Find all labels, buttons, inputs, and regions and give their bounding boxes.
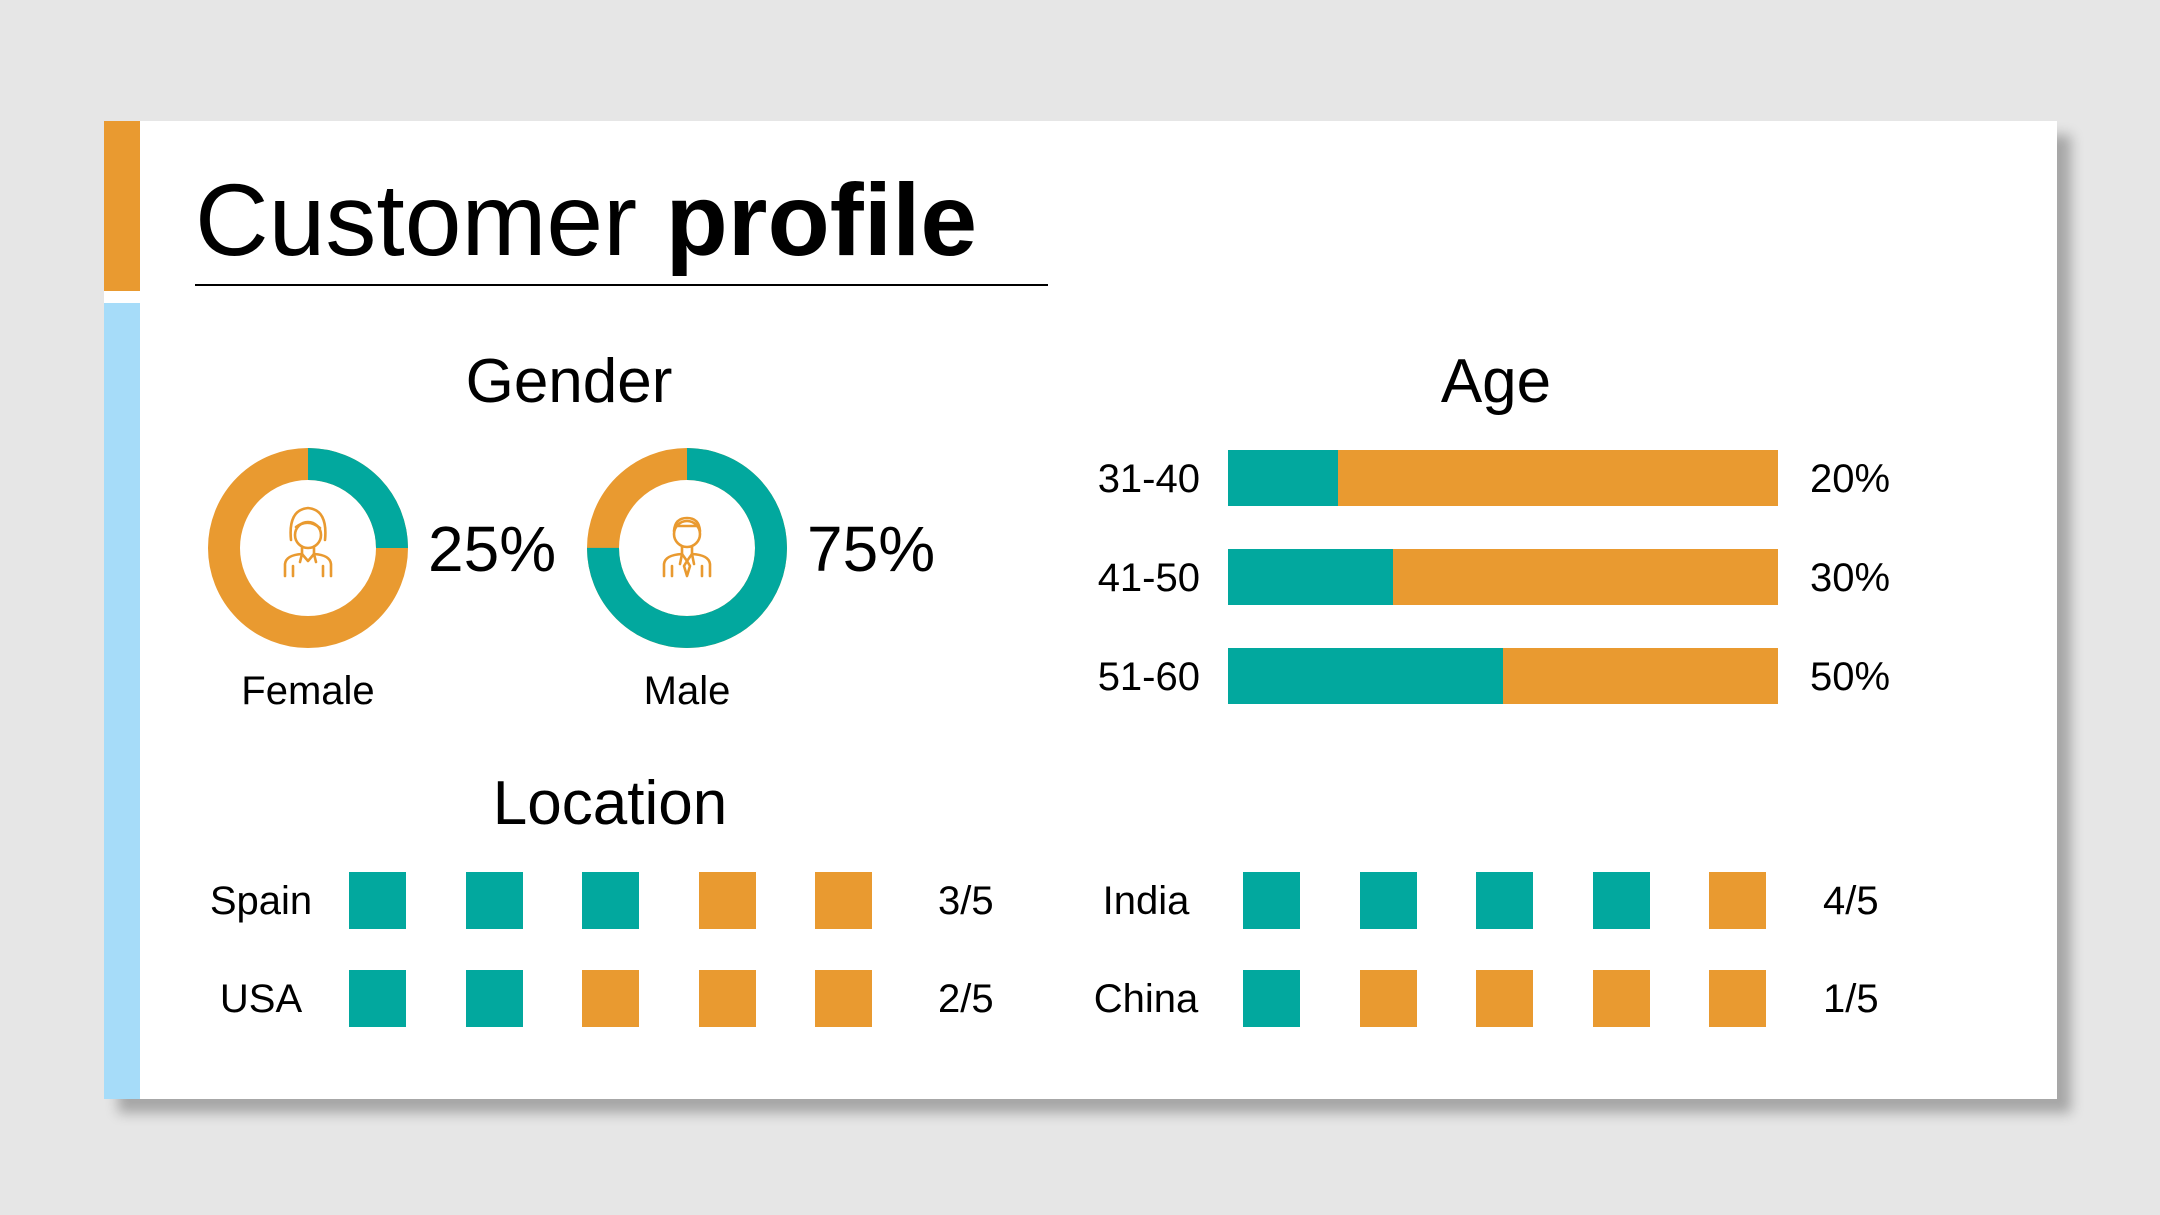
location-fraction-china: 1/5 (1823, 977, 1879, 1021)
location-square-china-1 (1243, 970, 1300, 1027)
age-bar-51-60 (1228, 648, 1778, 704)
female-donut (208, 448, 408, 648)
age-bar-31-40 (1228, 450, 1778, 506)
male-avatar-icon (662, 516, 712, 578)
location-squares-china (1243, 970, 1767, 1027)
age-label-41-50: 41-50 (1097, 556, 1200, 600)
age-label-31-40: 31-40 (1097, 457, 1200, 501)
location-label-china: China (1093, 977, 1199, 1021)
location-square-usa-3 (582, 970, 639, 1027)
location-squares-india (1243, 872, 1767, 929)
age-bar-31-40-share (1228, 450, 1338, 506)
location-square-india-4 (1592, 872, 1650, 929)
location-square-china-3 (1476, 970, 1533, 1027)
location-square-spain-1 (349, 872, 406, 929)
age-bar-41-50 (1228, 549, 1778, 605)
location-square-usa-2 (465, 970, 523, 1027)
title-underline (195, 284, 1048, 286)
location-square-china-4 (1592, 970, 1650, 1027)
location-squares-usa (349, 970, 873, 1027)
age-label-51-60: 51-60 (1097, 655, 1200, 699)
location-label-india: India (1102, 879, 1190, 923)
location-square-china-5 (1709, 970, 1766, 1027)
female-label: Female (241, 669, 375, 713)
location-label-spain: Spain (209, 879, 313, 923)
female-donut-fill-arc (208, 448, 408, 648)
location-fraction-india: 4/5 (1823, 879, 1879, 923)
female-percent: 25% (428, 513, 557, 585)
location-square-india-2 (1359, 872, 1417, 929)
page-title-regular: Customer (195, 163, 666, 277)
male-donut (587, 448, 787, 648)
age-bar-51-60-remainder (1503, 648, 1778, 704)
age-bar-31-40-remainder (1338, 450, 1778, 506)
location-label-usa: USA (219, 977, 303, 1021)
age-percent-41-50: 30% (1810, 556, 1891, 600)
male-label: Male (643, 669, 731, 713)
age-bar-41-50-share (1228, 549, 1393, 605)
location-square-india-1 (1243, 872, 1300, 929)
location-fraction-usa: 2/5 (938, 977, 994, 1021)
location-square-usa-4 (698, 970, 756, 1027)
accent-bar-orange (104, 121, 140, 291)
female-avatar-icon (283, 506, 333, 578)
gender-heading: Gender (465, 347, 673, 416)
page-title-bold: profile (665, 163, 978, 277)
page-title: Customer profile (195, 160, 977, 280)
age-bar-51-60-share (1228, 648, 1503, 704)
location-fraction-spain: 3/5 (938, 879, 994, 923)
age-heading: Age (1440, 347, 1552, 416)
male-donut-ring (587, 448, 787, 648)
female-donut-ring (208, 448, 408, 648)
age-bar-41-50-remainder (1393, 549, 1778, 605)
accent-bar-blue (104, 303, 140, 1099)
male-donut-fill-arc (587, 448, 787, 648)
location-square-usa-5 (815, 970, 872, 1027)
age-percent-51-60: 50% (1810, 655, 1891, 699)
location-squares-spain (349, 872, 873, 929)
location-heading: Location (492, 769, 728, 838)
location-square-spain-2 (465, 872, 523, 929)
location-square-china-2 (1359, 970, 1417, 1027)
age-percent-31-40: 20% (1810, 457, 1891, 501)
location-square-usa-1 (349, 970, 406, 1027)
location-square-spain-5 (815, 872, 872, 929)
location-square-spain-3 (582, 872, 639, 929)
male-percent: 75% (807, 513, 936, 585)
location-square-india-5 (1709, 872, 1766, 929)
location-square-india-3 (1476, 872, 1533, 929)
location-square-spain-4 (698, 872, 756, 929)
